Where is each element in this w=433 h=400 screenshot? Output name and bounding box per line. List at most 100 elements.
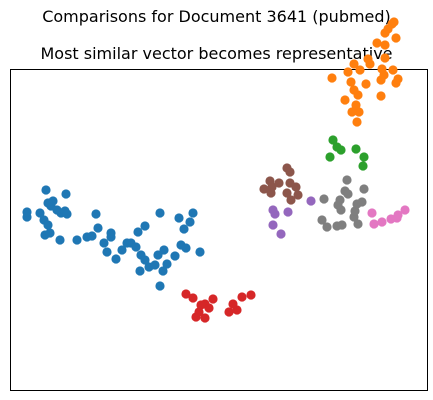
series-6: [259, 163, 303, 205]
data-point: [380, 53, 390, 63]
data-point: [185, 217, 195, 227]
data-point: [55, 235, 65, 245]
data-point: [195, 247, 205, 257]
series-4: [181, 289, 256, 323]
chart-title: Most similar vector becomes representati…: [40, 44, 392, 63]
data-point: [158, 266, 168, 276]
data-point: [174, 213, 184, 223]
data-point: [181, 289, 191, 299]
data-point: [41, 185, 51, 195]
data-point: [351, 144, 361, 154]
data-point: [319, 194, 329, 204]
series-8: [367, 205, 410, 229]
data-point: [367, 208, 377, 218]
data-point: [224, 307, 234, 317]
data-point: [400, 205, 410, 215]
series-7: [317, 175, 369, 232]
data-point: [389, 17, 399, 27]
data-point: [276, 229, 286, 239]
data-point: [35, 208, 45, 218]
data-point: [106, 228, 116, 238]
data-point: [268, 205, 278, 215]
plot-frame: [10, 69, 428, 391]
data-point: [91, 209, 101, 219]
data-point: [388, 65, 398, 75]
data-point: [140, 255, 150, 265]
data-point: [322, 222, 332, 232]
data-point: [352, 117, 362, 127]
data-point: [340, 95, 350, 105]
data-point: [351, 100, 361, 110]
data-point: [181, 243, 191, 253]
data-point: [43, 220, 53, 230]
data-point: [102, 247, 112, 257]
data-point: [393, 74, 403, 84]
data-point: [99, 238, 109, 248]
data-point: [343, 189, 353, 199]
data-point: [140, 221, 150, 231]
data-point: [45, 228, 55, 238]
data-point: [337, 220, 347, 230]
data-point: [328, 135, 338, 145]
data-point: [342, 175, 352, 185]
data-point: [111, 254, 121, 264]
data-point: [22, 207, 32, 217]
data-point: [159, 245, 169, 255]
data-point: [357, 197, 367, 207]
data-point: [62, 209, 72, 219]
data-point: [377, 217, 387, 227]
data-point: [358, 161, 368, 171]
data-point: [208, 294, 218, 304]
data-point: [391, 33, 401, 43]
points-layer: [22, 17, 410, 323]
data-point: [282, 188, 292, 198]
data-point: [325, 152, 335, 162]
data-point: [204, 303, 214, 313]
series-5: [268, 196, 316, 239]
data-point: [359, 152, 369, 162]
data-point: [188, 208, 198, 218]
data-point: [332, 142, 342, 152]
data-point: [268, 220, 278, 230]
data-point: [162, 259, 172, 269]
data-point: [282, 163, 292, 173]
data-point: [347, 107, 357, 117]
series-3: [325, 135, 369, 171]
data-point: [52, 205, 62, 215]
data-point: [117, 245, 127, 255]
data-point: [179, 224, 189, 234]
data-point: [285, 178, 295, 188]
data-point: [376, 91, 386, 101]
data-point: [306, 196, 316, 206]
data-point: [246, 290, 256, 300]
data-point: [369, 219, 379, 229]
data-point: [359, 184, 369, 194]
data-point: [393, 210, 403, 220]
data-point: [93, 223, 103, 233]
data-point: [327, 73, 337, 83]
data-point: [170, 251, 180, 261]
series-2: [327, 17, 403, 127]
data-point: [317, 215, 327, 225]
data-point: [131, 242, 141, 252]
data-point: [372, 38, 382, 48]
data-point: [293, 190, 303, 200]
data-point: [353, 219, 363, 229]
data-point: [155, 281, 165, 291]
data-point: [135, 266, 145, 276]
chart-suptitle: Comparisons for Document 3641 (pubmed): [42, 7, 391, 26]
data-point: [265, 176, 275, 186]
data-point: [363, 54, 373, 64]
data-point: [228, 299, 238, 309]
data-point: [237, 292, 247, 302]
data-point: [274, 178, 284, 188]
data-point: [343, 67, 353, 77]
data-point: [355, 65, 365, 75]
data-point: [333, 200, 343, 210]
data-point: [349, 59, 359, 69]
data-point: [346, 77, 356, 87]
data-point: [259, 184, 269, 194]
data-point: [349, 85, 359, 95]
data-point: [61, 189, 71, 199]
data-point: [354, 107, 364, 117]
